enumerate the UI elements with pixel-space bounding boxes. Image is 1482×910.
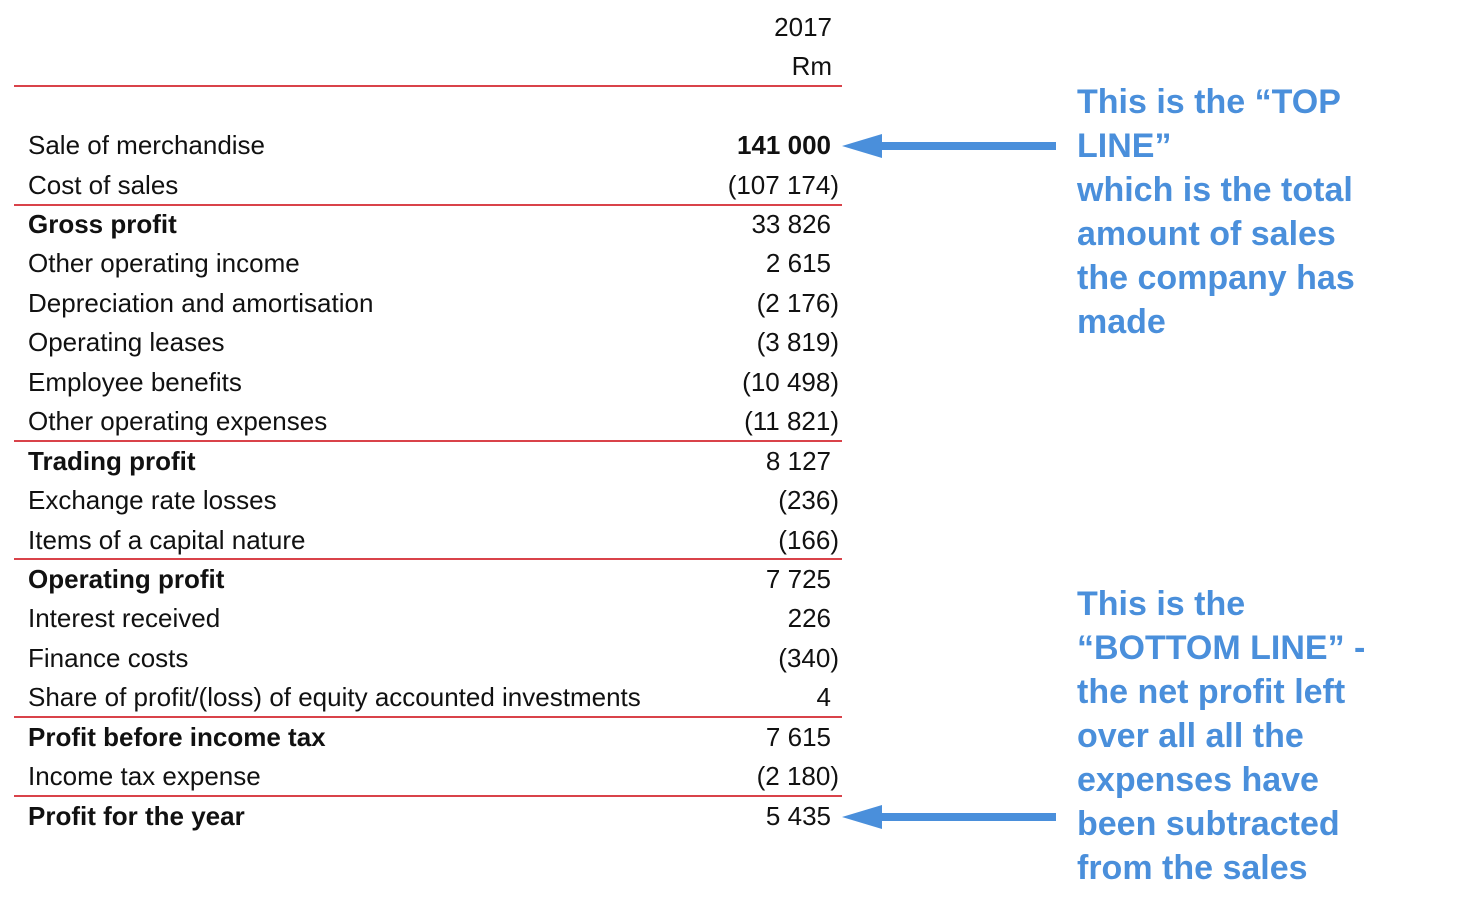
row-label: Employee benefits: [28, 367, 242, 397]
annotation-line: amount of sales: [1077, 215, 1336, 253]
statement-row-trading-profit: Trading profit 8 127: [0, 441, 860, 481]
annotation-line: “BOTTOM LINE” -: [1077, 629, 1366, 667]
subtotal-divider: [14, 440, 842, 442]
subtotal-divider: [14, 716, 842, 718]
row-value: 226: [787, 603, 831, 633]
arrow-left-icon: [842, 805, 1056, 829]
row-label: Operating profit: [28, 564, 225, 594]
row-value: (166): [778, 525, 839, 555]
statement-row-cost-of-sales: Cost of sales (107 174): [0, 165, 860, 205]
row-label: Items of a capital nature: [28, 525, 306, 555]
row-label: Gross profit: [28, 209, 177, 239]
row-label: Income tax expense: [28, 761, 261, 791]
statement-row-other-operating-expenses: Other operating expenses (11 821): [0, 401, 860, 441]
year-header: 2017: [774, 12, 832, 42]
row-label: Other operating expenses: [28, 406, 328, 436]
row-label: Exchange rate losses: [28, 485, 277, 515]
row-value: (236): [778, 485, 839, 515]
annotation-line: over all all the: [1077, 717, 1304, 755]
annotation-line: from the sales: [1077, 849, 1308, 887]
row-value: (3 819): [756, 327, 839, 357]
row-value: (2 176): [756, 288, 839, 318]
statement-row-finance-costs: Finance costs (340): [0, 638, 860, 678]
row-value: (2 180): [756, 761, 839, 791]
annotation-line: the net profit left: [1077, 673, 1346, 711]
annotation-line: which is the total: [1077, 171, 1353, 209]
arrow-left-icon: [842, 134, 1056, 158]
row-value: 2 615: [765, 248, 831, 278]
row-label: Profit for the year: [28, 801, 245, 831]
statement-row-depreciation: Depreciation and amortisation (2 176): [0, 283, 860, 323]
row-value: 141 000: [737, 130, 831, 160]
statement-row-profit-for-the-year: Profit for the year 5 435: [0, 796, 860, 836]
row-label: Interest received: [28, 603, 221, 633]
row-label: Cost of sales: [28, 170, 179, 200]
statement-row-gross-profit: Gross profit 33 826: [0, 204, 860, 244]
statement-row-operating-leases: Operating leases (3 819): [0, 322, 860, 362]
statement-row-equity-investments: Share of profit/(loss) of equity account…: [0, 677, 860, 717]
row-value: 8 127: [765, 446, 831, 476]
statement-row-income-tax-expense: Income tax expense (2 180): [0, 756, 860, 796]
annotation-line: expenses have: [1077, 761, 1319, 799]
row-value: (340): [778, 643, 839, 673]
annotation-line: LINE”: [1077, 127, 1172, 165]
row-label: Other operating income: [28, 248, 300, 278]
row-label: Share of profit/(loss) of equity account…: [28, 682, 641, 712]
statement-row-exchange-rate-losses: Exchange rate losses (236): [0, 480, 860, 520]
row-value: 7 615: [765, 722, 831, 752]
annotation-line: This is the “TOP: [1077, 83, 1341, 121]
annotation-line: been subtracted: [1077, 805, 1340, 843]
subtotal-divider: [14, 558, 842, 560]
statement-row-operating-profit: Operating profit 7 725: [0, 559, 860, 599]
row-value: 7 725: [765, 564, 831, 594]
row-value: 33 826: [751, 209, 831, 239]
row-value: 5 435: [765, 801, 831, 831]
row-value: (107 174): [727, 170, 839, 200]
subtotal-divider: [14, 795, 842, 797]
statement-row-other-operating-income: Other operating income 2 615: [0, 243, 860, 283]
row-label: Depreciation and amortisation: [28, 288, 374, 318]
top-line-annotation: This is the “TOP LINE” which is the tota…: [1077, 80, 1355, 344]
row-label: Sale of merchandise: [28, 130, 266, 160]
statement-row-employee-benefits: Employee benefits (10 498): [0, 362, 860, 402]
header-divider: [14, 85, 842, 87]
annotation-line: the company has: [1077, 259, 1355, 297]
statement-row-profit-before-tax: Profit before income tax 7 615: [0, 717, 860, 757]
row-value: (11 821): [744, 406, 839, 436]
statement-row-sale-of-merchandise: Sale of merchandise 141 000: [0, 125, 860, 165]
statement-row-interest-received: Interest received 226: [0, 598, 860, 638]
row-value: 4: [816, 682, 831, 712]
statement-row-capital-items: Items of a capital nature (166): [0, 520, 860, 560]
annotation-line: This is the: [1077, 585, 1246, 623]
row-value: (10 498): [742, 367, 839, 397]
annotation-line: made: [1077, 303, 1166, 341]
subtotal-divider: [14, 204, 842, 206]
row-label: Operating leases: [28, 327, 225, 357]
row-label: Trading profit: [28, 446, 196, 476]
row-label: Finance costs: [28, 643, 189, 673]
unit-header: Rm: [791, 51, 832, 81]
bottom-line-annotation: This is the “BOTTOM LINE” - the net prof…: [1077, 582, 1365, 890]
row-label: Profit before income tax: [28, 722, 326, 752]
